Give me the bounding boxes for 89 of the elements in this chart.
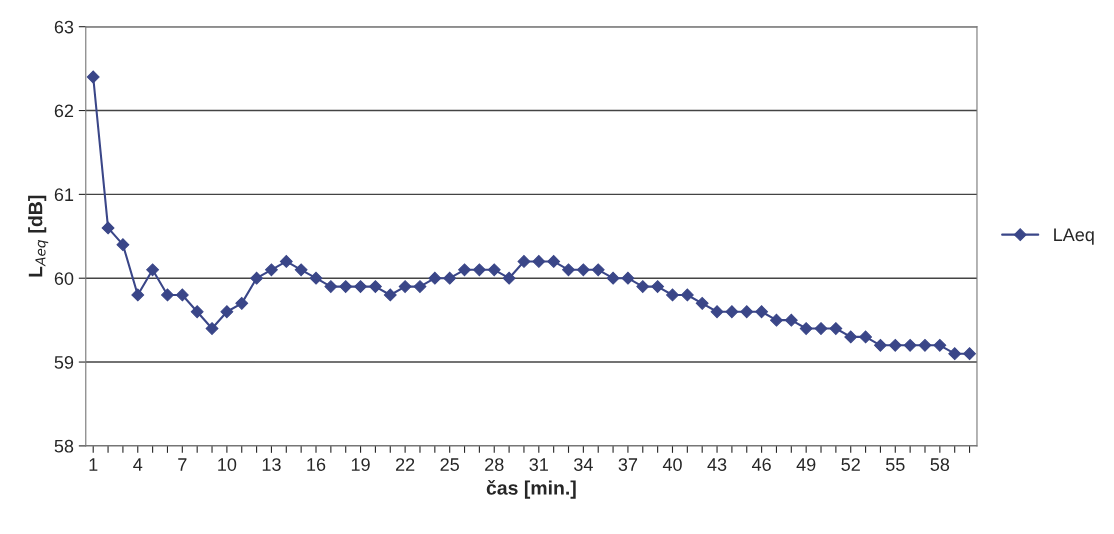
point [562,263,575,277]
point [636,280,650,294]
point [918,338,932,352]
x-tick-label: 16 [307,458,326,471]
point [799,322,813,335]
point [710,305,724,319]
point [487,263,501,277]
point [576,263,590,277]
x-tick-label: 34 [574,458,593,471]
point [339,280,353,294]
x-tick-label: 25 [440,458,459,471]
point [829,322,843,335]
point [532,255,546,268]
x-tick-label: 46 [751,458,771,471]
x-tick-label: 58 [930,458,950,471]
y-axis-title: L$_{Aeq}$ [dB] [28,195,49,277]
point [606,271,620,285]
point [502,271,516,285]
point [651,280,665,294]
x-tick-label: 49 [796,458,816,471]
point [324,280,338,294]
point [205,322,219,335]
point [755,305,769,319]
point [146,263,160,277]
point [383,288,397,302]
point [86,70,100,84]
x-tick-label: 37 [618,458,638,471]
point [784,313,798,327]
point [888,338,902,352]
x-tick-label: 43 [707,458,727,471]
y-tick-label: 60 [54,272,74,285]
point [666,288,679,302]
point [591,263,605,277]
x-tick-label: 31 [529,458,548,471]
point [413,280,427,294]
x-tick-label: 4 [133,458,143,471]
point [903,338,917,352]
y-tick-label: 62 [54,104,74,118]
point [458,263,471,277]
point [844,330,858,344]
point [933,338,947,352]
point [220,305,234,319]
x-tick-label: 13 [262,458,281,471]
point [874,338,887,352]
point [294,263,308,277]
y-tick-label: 61 [54,188,74,202]
point [279,255,293,268]
x-axis-title: čas [min.] [486,480,576,499]
point [770,313,783,327]
point [398,280,412,294]
point [354,280,367,294]
y-tick-label: 63 [54,20,74,34]
point [265,263,278,277]
point [443,271,457,285]
x-tick-label: 52 [841,458,860,471]
point [740,305,754,319]
point [190,305,204,319]
point [725,305,739,319]
point [621,271,635,285]
x-tick-label: 1 [89,458,98,471]
x-tick-label: 10 [218,458,237,471]
x-tick-label: 40 [662,458,682,471]
point [131,288,145,302]
point [814,322,828,335]
x-tick-label: 19 [351,458,370,471]
point [309,271,323,285]
point [161,288,174,302]
legend-label: LAeq [1054,228,1094,245]
point [472,263,486,277]
point [101,221,115,235]
point [547,255,561,268]
y-tick-label: 59 [54,355,74,369]
point [175,288,189,302]
x-tick-label: 22 [395,458,415,471]
point [428,271,442,285]
y-tick-label: 58 [54,439,74,453]
point [859,330,872,344]
x-tick-label: 28 [485,458,504,471]
x-tick-label: 55 [885,458,905,471]
point [235,296,249,310]
x-tick-label: 7 [178,458,187,471]
point [695,296,709,310]
point [250,271,263,285]
point [963,347,976,361]
point [680,288,694,302]
point [116,238,130,252]
point [517,255,531,268]
point [948,347,962,361]
point [369,280,382,294]
